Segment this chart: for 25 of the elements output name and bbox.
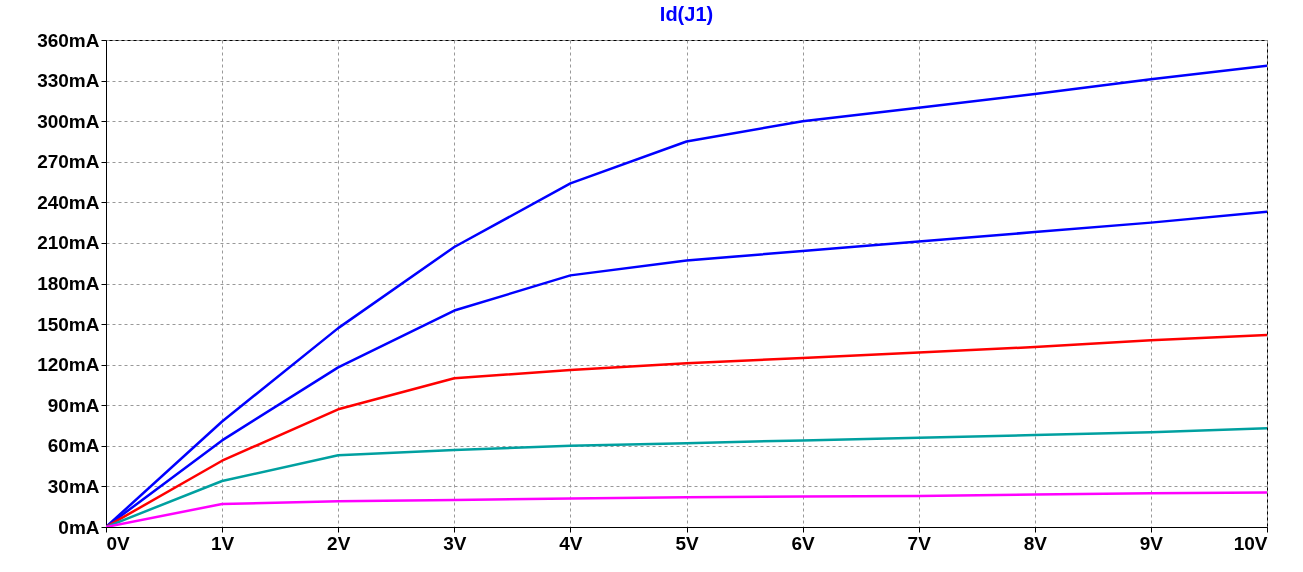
y-tick-label: 120mA [37, 354, 100, 376]
x-tick-label: 1V [210, 532, 235, 554]
y-tick-label: 150mA [37, 313, 100, 335]
x-tick-label: 5V [675, 532, 699, 554]
y-tick-label: 90mA [47, 394, 100, 416]
x-tick-label: 0V [106, 532, 131, 554]
x-tick-label: 8V [1023, 532, 1048, 554]
y-tick-label: 330mA [37, 70, 100, 92]
y-tick-label: 240mA [37, 191, 100, 213]
x-tick-label: 6V [791, 532, 816, 554]
chart-title: Id(J1) [659, 3, 714, 25]
y-tick-label: 60mA [47, 435, 100, 457]
y-tick-label: 210mA [37, 232, 100, 254]
y-tick-label: 360mA [37, 29, 100, 51]
y-tick-label: 300mA [37, 110, 100, 132]
y-tick-label: 0mA [58, 516, 100, 538]
y-tick-label: 180mA [37, 273, 100, 294]
x-tick-label: 3V [443, 532, 467, 554]
x-tick-label: 2V [327, 532, 351, 554]
y-tick-label: 30mA [47, 475, 100, 497]
x-tick-label: 7V [907, 532, 932, 554]
x-tick-label: 10V [1233, 532, 1268, 554]
y-tick-label: 270mA [37, 151, 100, 173]
x-tick-label: 4V [559, 532, 583, 554]
x-tick-label: 9V [1139, 532, 1164, 554]
